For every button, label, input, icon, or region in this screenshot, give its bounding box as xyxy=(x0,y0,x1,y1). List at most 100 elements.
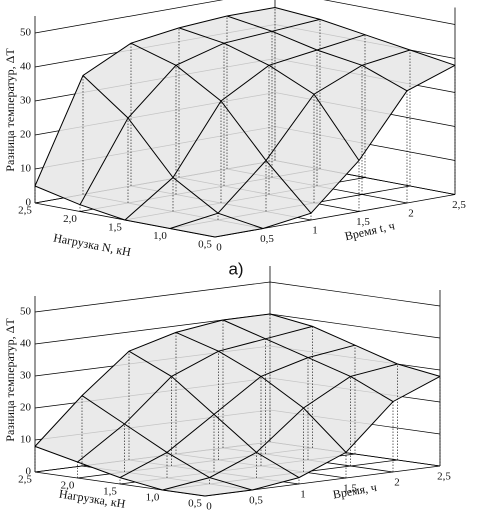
y-tick-label: 2,5 xyxy=(18,205,32,217)
surface-patch xyxy=(125,177,218,229)
surface-col-line xyxy=(222,319,394,403)
y-tick-label: 1,5 xyxy=(103,486,117,498)
surface-row-line xyxy=(204,375,441,497)
surface-row-line xyxy=(34,7,276,187)
surface-col-line xyxy=(175,331,347,453)
surface-patch xyxy=(82,351,172,424)
z-axis-title: Разница температур, ΔT xyxy=(3,48,17,172)
surface-patch xyxy=(362,50,455,91)
surface-patch xyxy=(124,376,214,453)
y-tick-label: 0,5 xyxy=(198,239,212,251)
x-tick-label: 2,5 xyxy=(452,199,466,211)
surface-col-line xyxy=(82,75,264,229)
y-tick-label: 2,5 xyxy=(18,474,32,486)
surface-col-line xyxy=(34,185,216,238)
z-tick-label: 0 xyxy=(26,197,32,209)
z-tick-label: 20 xyxy=(20,129,32,141)
surface-patch xyxy=(265,326,355,358)
z-tick-label: 50 xyxy=(20,27,32,39)
surface-patch xyxy=(269,50,362,95)
surface-patch xyxy=(224,31,317,66)
surface-patch xyxy=(173,101,266,214)
x-tick-label: 1,5 xyxy=(343,483,357,495)
wall-grid-line xyxy=(34,0,456,34)
surface-col-line xyxy=(226,15,408,92)
caption: а) xyxy=(228,259,243,278)
z-tick-label: 10 xyxy=(20,434,32,446)
surface-patch xyxy=(261,357,351,408)
z-tick-label: 0 xyxy=(26,466,32,478)
y-tick-label: 1,5 xyxy=(108,222,122,234)
x-axis-title: Время, ч xyxy=(332,480,378,502)
surface-patch xyxy=(266,94,359,214)
z-tick-label: 20 xyxy=(20,402,32,414)
surface-patch xyxy=(221,65,314,161)
x-tick-label: 2,5 xyxy=(437,471,451,483)
surface-patch xyxy=(162,477,252,496)
x-tick-label: 2 xyxy=(408,208,414,220)
surface-patch xyxy=(209,452,299,490)
y-axis-title: Нагрузка N, кН xyxy=(52,230,132,259)
y-tick-label: 1,0 xyxy=(153,230,167,242)
surface-patch xyxy=(120,452,210,490)
surface-patch xyxy=(350,364,440,402)
surface-row-line xyxy=(34,313,271,447)
x-tick-label: 0,5 xyxy=(249,495,263,507)
y-tick-label: 2,0 xyxy=(61,480,75,492)
surface-patch xyxy=(171,351,261,415)
surface-patch xyxy=(170,213,263,237)
surface-chart: 0 10 20 30 40 50 0 0,5 1 1,5 2 2,5 0,5 1,0 1,5 2,0 2,5 Ра… xyxy=(3,0,466,278)
surface-col-line xyxy=(34,445,206,497)
surface-patch xyxy=(256,408,346,478)
surface-patch xyxy=(80,118,173,220)
z-axis-title: Разница температур, ΔT xyxy=(3,318,17,442)
surface-row-line xyxy=(77,325,313,463)
surface-row-line xyxy=(169,49,411,229)
z-tick-label: 30 xyxy=(20,95,32,107)
surface-row-line xyxy=(119,344,356,479)
surface-patch xyxy=(308,345,398,377)
surface-col-line xyxy=(81,395,253,491)
surface-col-line xyxy=(178,27,360,161)
surface-col-line xyxy=(274,7,456,66)
y-tick-label: 0,5 xyxy=(188,498,202,510)
surface-patch xyxy=(129,332,219,377)
surface-patch xyxy=(35,75,128,205)
surface-col-line xyxy=(128,350,300,479)
surface-patch xyxy=(314,65,407,161)
surface-patch xyxy=(128,65,221,178)
x-tick-label: 0,5 xyxy=(260,233,274,245)
x-tick-label: 2 xyxy=(394,477,400,489)
surface-patch xyxy=(167,414,257,478)
surface-patch xyxy=(214,376,304,453)
surface-patch xyxy=(303,376,393,453)
z-tick-label: 40 xyxy=(20,61,32,73)
surface-row-line xyxy=(162,363,398,491)
surface-col-line xyxy=(130,42,312,214)
z-tick-label: 30 xyxy=(20,370,32,382)
surface-col-line xyxy=(269,313,441,377)
surface-patch xyxy=(176,43,269,101)
z-tick-label: 40 xyxy=(20,338,32,350)
surface-row-line xyxy=(214,64,456,238)
surface-patch xyxy=(35,395,125,462)
y-tick-label: 1,0 xyxy=(146,492,160,504)
y-tick-label: 2,0 xyxy=(63,213,77,225)
surface-patch xyxy=(176,320,266,352)
surface-chart: 0 10 20 30 40 50 0 0,5 1 1,5 2 2,5 0,5 1,0 1,5 2,0 2,5 Ра… xyxy=(3,266,451,513)
surface-patch xyxy=(179,16,272,44)
x-tick-label: 1,5 xyxy=(356,216,370,228)
surface-patch xyxy=(83,43,176,119)
x-tick-label: 1 xyxy=(300,489,306,501)
surface-row-line xyxy=(124,34,366,221)
surface-patch xyxy=(131,27,224,66)
wall-grid-line xyxy=(34,281,441,313)
x-tick-label: 0 xyxy=(206,501,212,513)
x-tick-label: 1 xyxy=(312,225,318,237)
z-tick-label: 50 xyxy=(20,306,32,318)
surface-row-line xyxy=(79,18,321,205)
z-tick-label: 10 xyxy=(20,163,32,175)
x-tick-label: 0 xyxy=(216,242,222,254)
surface-patch xyxy=(218,160,311,229)
